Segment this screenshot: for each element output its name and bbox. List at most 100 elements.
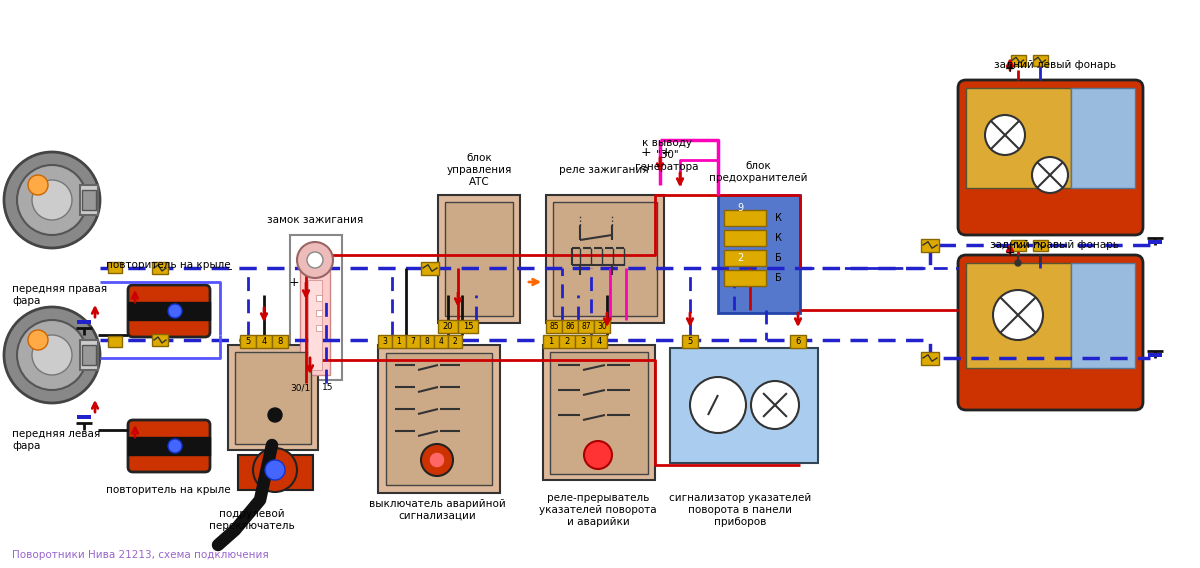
Text: 30: 30 [598,322,607,331]
Text: передняя правая
фара: передняя правая фара [12,284,107,306]
Circle shape [265,460,286,480]
Text: 4: 4 [262,337,266,346]
Text: 15: 15 [463,322,473,331]
Bar [238,455,313,490]
Text: замок зажигания: замок зажигания [266,215,364,225]
Text: задний левый фонарь: задний левый фонарь [994,60,1116,70]
Text: подрулевой
переключатель: подрулевой переключатель [209,509,295,531]
Bar [1032,55,1048,65]
Bar [682,335,698,348]
Bar [670,348,818,463]
Bar [77,320,91,324]
Text: +: + [661,145,671,158]
Circle shape [4,152,100,248]
Text: 8: 8 [277,337,283,346]
Circle shape [28,175,48,195]
Bar [1148,353,1162,357]
Text: 7: 7 [410,337,415,346]
Bar [272,335,288,348]
Circle shape [168,304,182,318]
Text: Б: Б [775,253,781,263]
Text: передняя левая
фара: передняя левая фара [12,429,101,451]
Circle shape [28,330,48,350]
Text: 85: 85 [550,322,559,331]
Text: 6: 6 [796,337,800,346]
Text: 1: 1 [397,337,401,346]
Text: повторитель на крыле: повторитель на крыле [106,260,230,270]
Text: 2: 2 [564,337,570,346]
Bar [575,335,592,348]
Bar [386,353,492,485]
Bar [108,336,122,347]
Bar [108,262,122,273]
Text: Б: Б [775,273,781,283]
Circle shape [17,320,88,390]
Bar [1072,88,1135,188]
Circle shape [32,335,72,375]
Text: выключатель аварийной
сигнализации: выключатель аварийной сигнализации [368,499,505,521]
Text: реле зажигания: реле зажигания [559,165,649,175]
Bar [378,345,500,493]
Bar [559,335,575,348]
Circle shape [298,242,334,278]
Bar [553,202,658,316]
Bar [1148,240,1162,244]
Circle shape [268,408,282,422]
Bar [438,320,458,333]
Bar [290,235,342,380]
Text: 20: 20 [443,322,454,331]
Text: К: К [774,233,781,243]
Text: 5: 5 [245,337,251,346]
Bar [724,210,766,226]
Bar [300,260,330,375]
Text: блок
предохранителей: блок предохранителей [709,161,808,183]
FancyBboxPatch shape [958,255,1142,410]
Text: Поворотники Нива 21213, схема подключения: Поворотники Нива 21213, схема подключени… [12,550,269,560]
Bar [128,302,210,320]
Circle shape [253,448,298,492]
Bar [922,239,940,252]
Bar [790,335,806,348]
Text: сигнализатор указателей
поворота в панели
приборов: сигнализатор указателей поворота в панел… [668,494,811,527]
Bar [80,185,98,215]
Bar [1010,55,1026,65]
Bar [228,345,318,450]
Bar [724,230,766,246]
Circle shape [1032,157,1068,193]
Bar [77,415,91,419]
Bar [421,261,439,274]
Bar [544,335,559,348]
Text: 3: 3 [383,337,388,346]
Bar [152,334,168,346]
Text: реле-прерыватель
указателей поворота
и аварийки: реле-прерыватель указателей поворота и а… [539,494,656,527]
Text: 8: 8 [425,337,430,346]
Text: 30/1: 30/1 [290,383,310,392]
Circle shape [168,439,182,453]
Bar [550,352,648,474]
Bar [546,320,562,333]
Text: блок
управления
АТС: блок управления АТС [446,153,511,187]
Circle shape [690,377,746,433]
FancyBboxPatch shape [128,420,210,472]
Circle shape [32,180,72,220]
Text: -: - [228,264,233,277]
Text: 1: 1 [548,337,553,346]
Bar [392,335,406,348]
Bar [578,320,594,333]
Bar [235,352,311,444]
Text: 3: 3 [581,337,586,346]
Circle shape [994,290,1043,340]
Circle shape [421,444,454,476]
Bar [448,335,462,348]
Bar [256,335,272,348]
Text: +: + [1004,61,1015,74]
Bar [438,195,520,323]
Bar [316,295,322,301]
Bar [82,345,96,365]
Bar [240,335,256,348]
Bar [378,335,392,348]
Text: 15: 15 [323,383,334,392]
Circle shape [985,115,1025,155]
Bar [544,345,655,480]
Circle shape [4,307,100,403]
